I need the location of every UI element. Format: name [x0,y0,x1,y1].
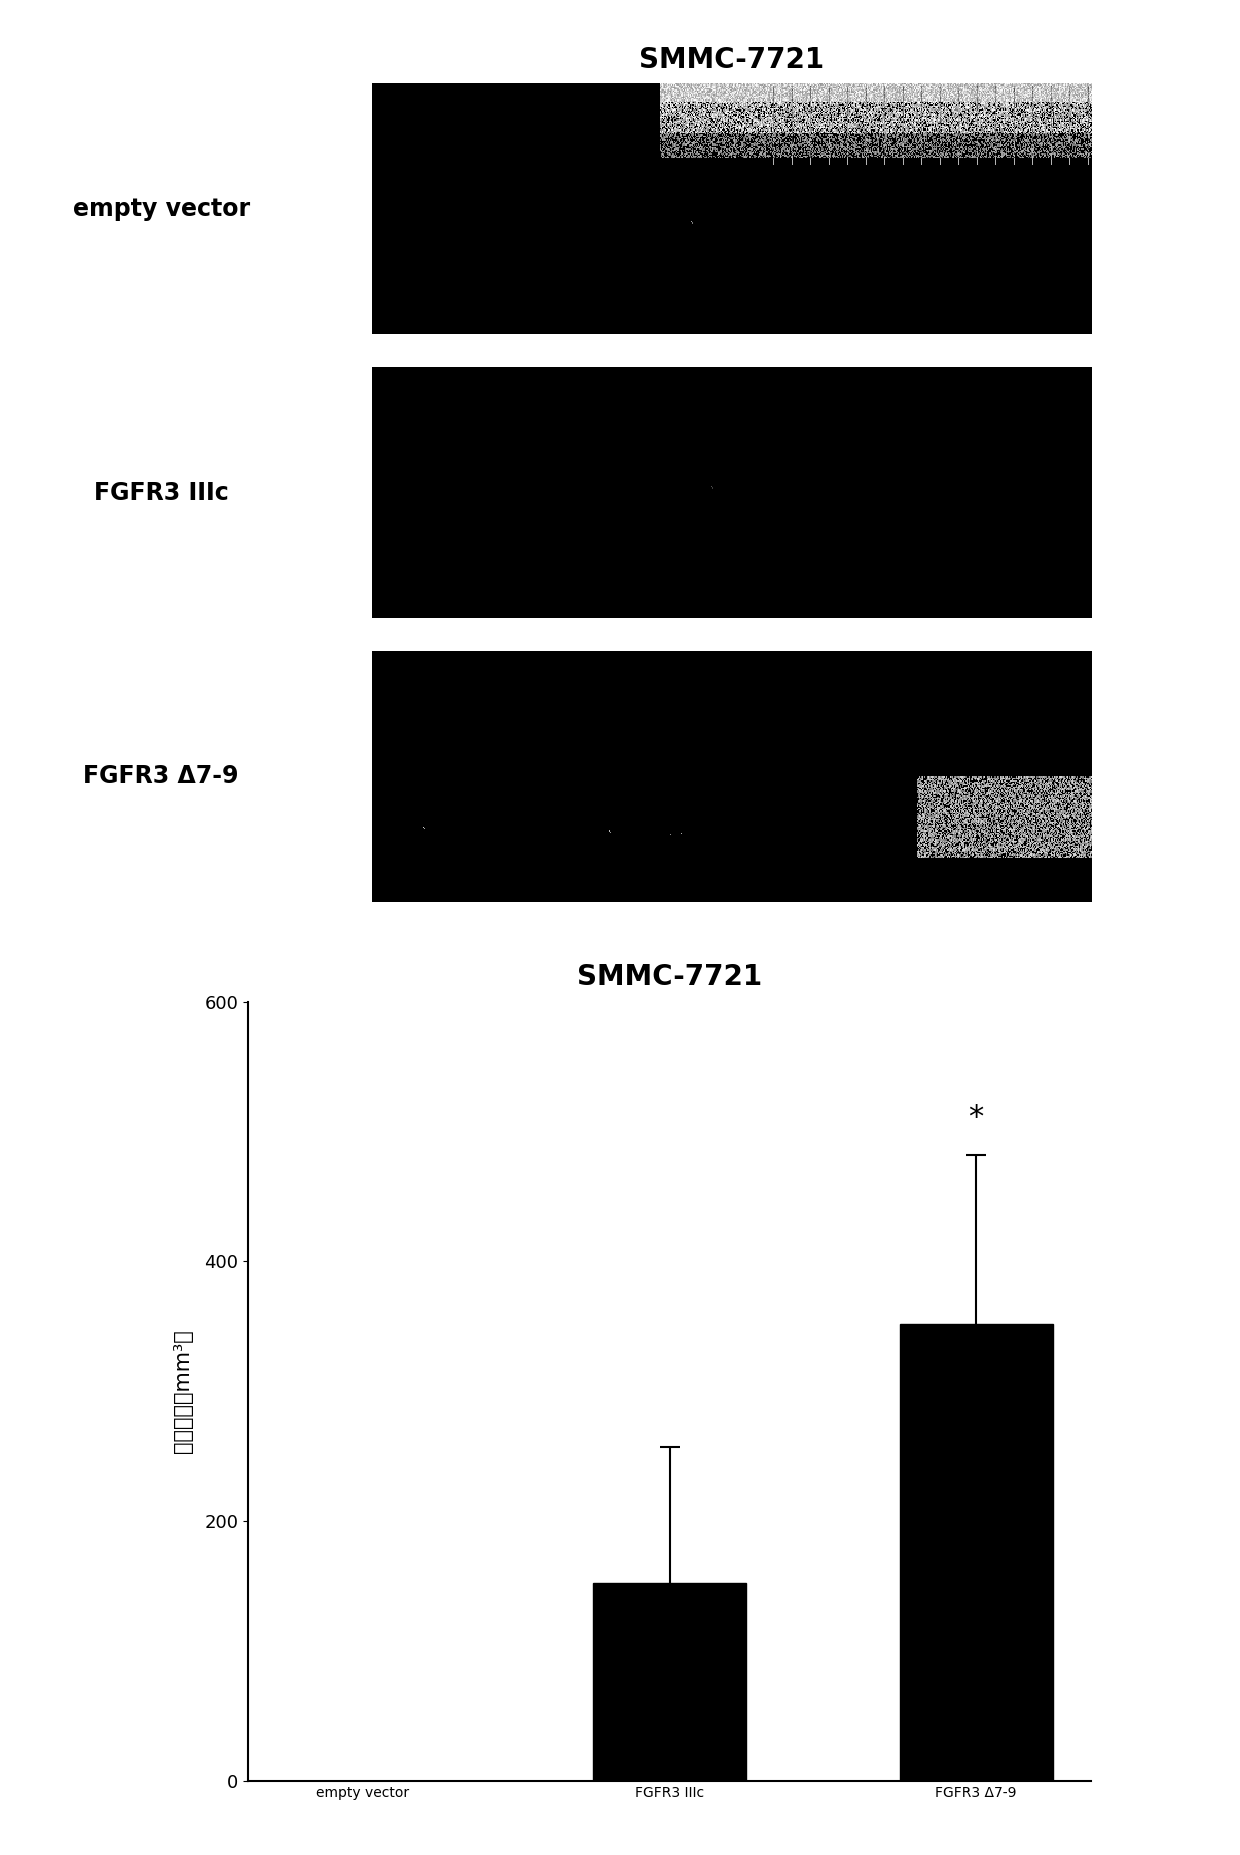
Bar [593,1584,746,1781]
Bar [899,1324,1053,1781]
Title: SMMC-7721: SMMC-7721 [577,963,763,991]
Y-axis label: 肿瘾体积（mm³）: 肿瘾体积（mm³） [174,1330,193,1452]
Text: *: * [968,1102,983,1132]
Text: FGFR3 Δ7-9: FGFR3 Δ7-9 [83,764,239,788]
Text: SMMC-7721: SMMC-7721 [639,46,825,74]
Text: FGFR3 IIIc: FGFR3 IIIc [94,480,228,505]
Text: empty vector: empty vector [73,197,249,221]
